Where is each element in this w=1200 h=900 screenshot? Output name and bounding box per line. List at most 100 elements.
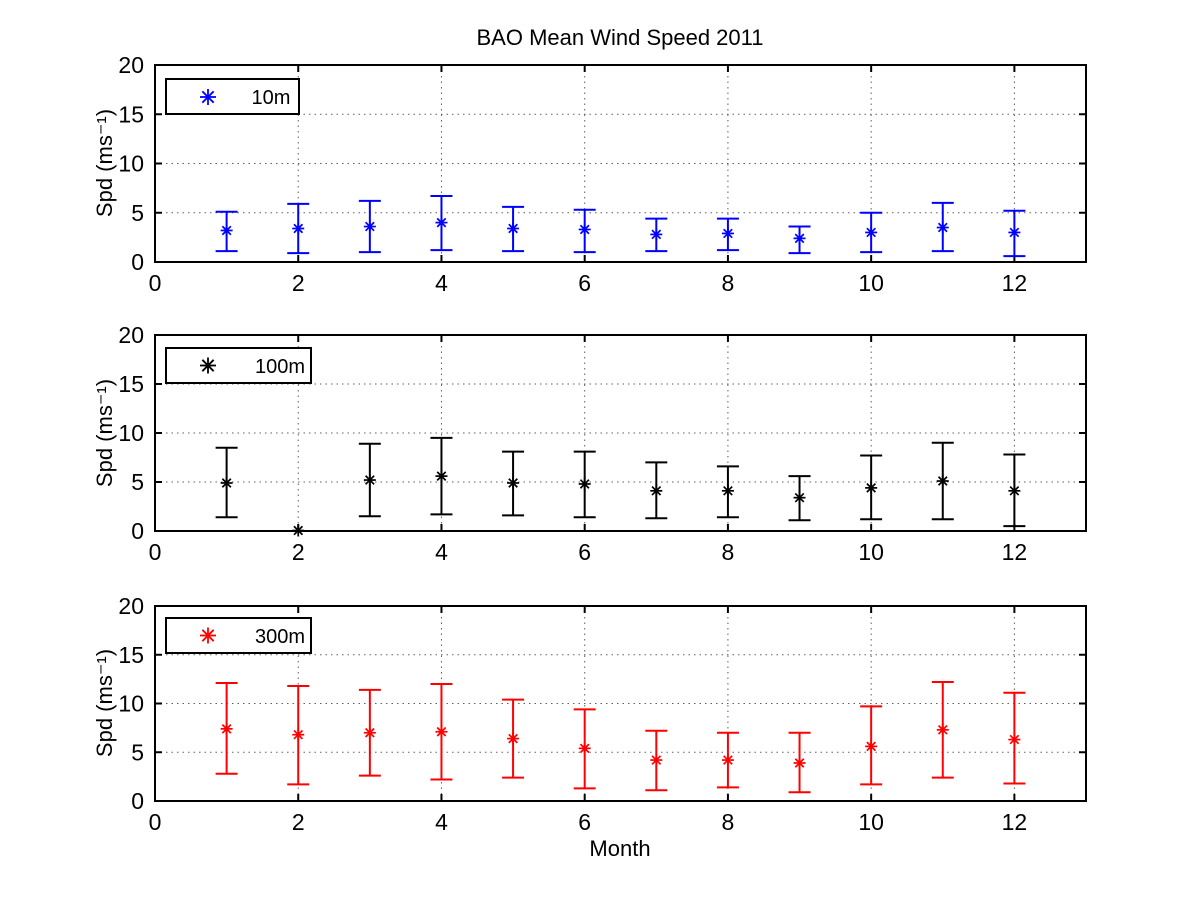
legend-label: 10m xyxy=(252,87,291,109)
asterisk-marker xyxy=(650,484,663,497)
y-tick-labels: 0 5 10 15 20 xyxy=(118,322,144,544)
asterisk-marker xyxy=(936,475,949,488)
svg-text:20: 20 xyxy=(118,322,144,348)
asterisk-marker xyxy=(936,723,949,736)
subplot-100m: 0 2 4 6 8 10 12 0 5 10 15 20 xyxy=(118,322,1087,565)
errorbar-series-10m xyxy=(215,195,1026,258)
asterisk-marker xyxy=(578,223,591,236)
x-axis-label: Month xyxy=(589,836,650,861)
svg-text:6: 6 xyxy=(578,809,591,835)
legend-label: 100m xyxy=(255,356,305,378)
asterisk-marker-icon xyxy=(200,357,216,374)
svg-text:0: 0 xyxy=(131,249,144,275)
asterisk-marker xyxy=(220,224,233,237)
asterisk-marker xyxy=(721,227,734,240)
svg-text:0: 0 xyxy=(149,539,162,565)
asterisk-marker-icon xyxy=(200,89,216,105)
y-axis-label-100m: Spd (ms⁻¹) xyxy=(92,379,117,487)
svg-text:4: 4 xyxy=(435,809,448,835)
svg-text:12: 12 xyxy=(1002,809,1028,835)
svg-text:10: 10 xyxy=(118,151,144,177)
asterisk-marker xyxy=(793,756,806,769)
svg-text:4: 4 xyxy=(435,539,448,565)
svg-text:5: 5 xyxy=(131,469,144,495)
legend-300m: 300m xyxy=(165,617,312,654)
grid xyxy=(155,606,1086,801)
svg-text:10: 10 xyxy=(118,691,144,717)
svg-text:10: 10 xyxy=(858,270,884,296)
asterisk-marker xyxy=(363,726,376,739)
svg-text:15: 15 xyxy=(118,101,144,127)
y-tick-labels: 0 5 10 15 20 xyxy=(118,593,144,814)
grid xyxy=(155,65,1086,262)
svg-text:8: 8 xyxy=(722,539,735,565)
asterisk-marker xyxy=(507,732,520,745)
svg-text:2: 2 xyxy=(292,539,305,565)
svg-text:5: 5 xyxy=(131,200,144,226)
svg-text:0: 0 xyxy=(149,270,162,296)
asterisk-marker xyxy=(721,754,734,767)
x-tick-labels: 0 2 4 6 8 10 12 xyxy=(149,270,1028,296)
svg-text:8: 8 xyxy=(722,809,735,835)
svg-text:15: 15 xyxy=(118,642,144,668)
subplot-10m: 0 2 4 6 8 10 12 0 5 10 15 20 xyxy=(118,52,1087,296)
svg-text:0: 0 xyxy=(131,788,144,814)
asterisk-marker xyxy=(292,728,305,741)
svg-text:10: 10 xyxy=(858,539,884,565)
asterisk-marker xyxy=(936,221,949,234)
legend-10m: 10m xyxy=(165,78,300,115)
subplot-300m: 0 2 4 6 8 10 12 0 5 10 15 20 xyxy=(118,593,1087,835)
errorbar-series-100m xyxy=(215,436,1026,537)
asterisk-marker xyxy=(435,725,448,738)
asterisk-marker xyxy=(578,742,591,755)
asterisk-marker xyxy=(292,524,305,537)
tick-marks xyxy=(154,64,1086,263)
svg-text:2: 2 xyxy=(292,270,305,296)
asterisk-marker xyxy=(1008,733,1021,746)
y-tick-labels: 0 5 10 15 20 xyxy=(118,52,144,275)
chart-title: BAO Mean Wind Speed 2011 xyxy=(477,25,764,50)
svg-text:10: 10 xyxy=(858,809,884,835)
x-tick-labels: 0 2 4 6 8 10 12 xyxy=(149,809,1028,835)
svg-text:10: 10 xyxy=(118,420,144,446)
legend-100m: 100m xyxy=(165,347,312,384)
svg-text:20: 20 xyxy=(118,52,144,78)
svg-text:5: 5 xyxy=(131,739,144,765)
legend-box xyxy=(165,78,300,115)
asterisk-marker xyxy=(793,491,806,504)
asterisk-marker xyxy=(507,222,520,235)
asterisk-marker xyxy=(507,476,520,489)
asterisk-marker xyxy=(650,754,663,767)
x-tick-labels: 0 2 4 6 8 10 12 xyxy=(149,539,1028,565)
legend-box xyxy=(165,617,312,654)
svg-text:15: 15 xyxy=(118,371,144,397)
asterisk-marker xyxy=(650,228,663,241)
svg-text:6: 6 xyxy=(578,539,591,565)
svg-text:6: 6 xyxy=(578,270,591,296)
asterisk-marker xyxy=(435,216,448,229)
asterisk-marker xyxy=(793,232,806,245)
svg-text:2: 2 xyxy=(292,809,305,835)
asterisk-marker xyxy=(1008,226,1021,239)
asterisk-marker xyxy=(220,476,233,489)
asterisk-marker xyxy=(200,89,216,105)
asterisk-marker xyxy=(865,481,878,494)
svg-text:4: 4 xyxy=(435,270,448,296)
asterisk-marker xyxy=(363,220,376,233)
asterisk-marker xyxy=(865,226,878,239)
svg-text:8: 8 xyxy=(722,270,735,296)
errorbar-series-300m xyxy=(215,681,1026,794)
y-axis-label-300m: Spd (ms⁻¹) xyxy=(92,649,117,757)
y-axis-label-10m: Spd (ms⁻¹) xyxy=(92,109,117,217)
asterisk-marker xyxy=(292,222,305,235)
asterisk-marker xyxy=(1008,484,1021,497)
svg-text:12: 12 xyxy=(1002,539,1028,565)
svg-text:12: 12 xyxy=(1002,270,1028,296)
svg-text:0: 0 xyxy=(149,809,162,835)
tick-marks xyxy=(154,605,1086,802)
asterisk-marker xyxy=(435,470,448,483)
asterisk-marker xyxy=(578,477,591,490)
